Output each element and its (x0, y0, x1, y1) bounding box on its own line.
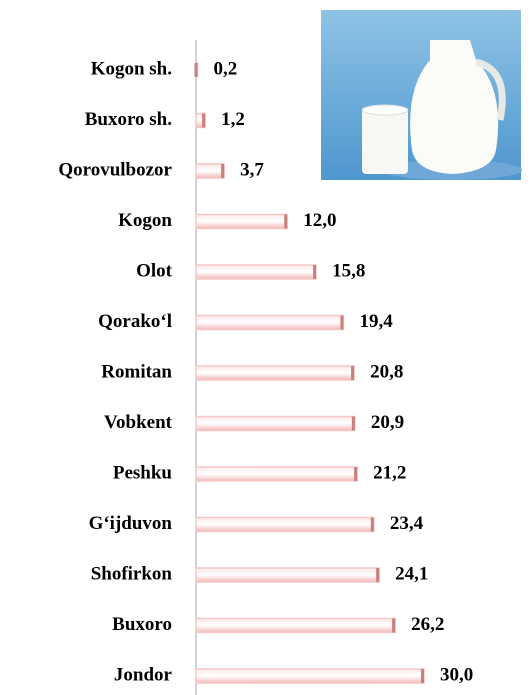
category-label: Shofirkon (91, 563, 173, 584)
category-label: Vobkent (104, 412, 173, 433)
bar (195, 314, 345, 331)
bar-edge (284, 214, 288, 229)
bar-edge (351, 416, 355, 431)
value-label: 12,0 (303, 210, 336, 231)
category-label: Kogon sh. (91, 58, 172, 79)
bar (195, 466, 358, 482)
bar-edge (351, 366, 355, 380)
value-label: 1,2 (221, 109, 245, 130)
value-label: 23,4 (390, 513, 424, 534)
bar (195, 365, 355, 381)
bar (195, 213, 288, 230)
value-label: 19,4 (359, 311, 393, 332)
bar (195, 617, 396, 634)
category-label: Buxoro (112, 614, 172, 635)
bar-edge (421, 669, 424, 683)
bar-edge (194, 63, 198, 77)
category-label: Qorovulbozor (58, 159, 172, 180)
value-label: 20,9 (371, 412, 404, 433)
bar (195, 264, 317, 280)
value-label: 30,0 (440, 664, 473, 685)
bar (195, 516, 375, 533)
category-label: Qorako‘l (98, 311, 172, 332)
category-label: Romitan (101, 361, 172, 382)
category-label: Kogon (118, 210, 172, 231)
value-label: 20,8 (370, 361, 403, 382)
bar-edge (313, 265, 317, 279)
bar (195, 163, 225, 179)
category-label: Buxoro sh. (85, 109, 172, 130)
bar-edge (221, 164, 225, 178)
bar (195, 415, 356, 432)
value-label: 0,2 (214, 58, 238, 79)
bar-edge (202, 113, 206, 128)
bar-edge (340, 315, 344, 330)
bar-edge (392, 618, 396, 633)
bar (195, 567, 380, 583)
category-label: G‘ijduvon (89, 513, 173, 534)
bar-edge (370, 517, 374, 532)
category-label: Olot (136, 260, 173, 281)
bar-edge (354, 467, 358, 481)
value-label: 21,2 (373, 462, 406, 483)
category-label: Peshku (113, 462, 173, 483)
value-label: 15,8 (332, 260, 365, 281)
value-label: 3,7 (240, 159, 264, 180)
value-label: 26,2 (411, 614, 444, 635)
category-label: Jondor (114, 664, 173, 685)
milk-picture (321, 10, 522, 180)
bar (195, 668, 425, 684)
bar-edge (376, 568, 380, 582)
value-label: 24,1 (395, 563, 428, 584)
